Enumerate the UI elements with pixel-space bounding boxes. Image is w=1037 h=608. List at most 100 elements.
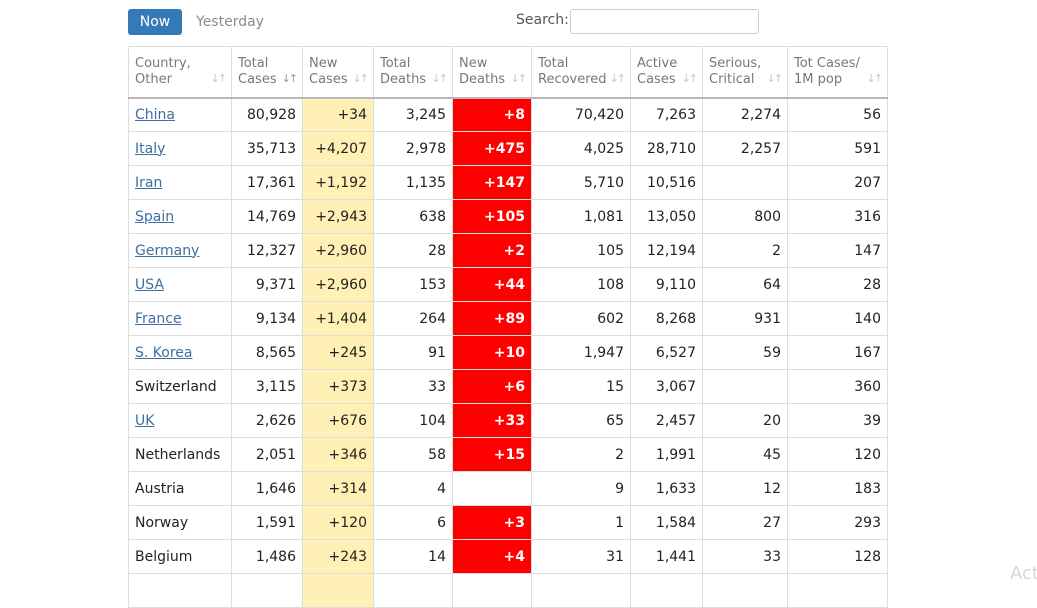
tab-yesterday[interactable]: Yesterday [196, 14, 264, 30]
new-cases-cell: +245 [302, 335, 374, 370]
sort-icon: ↓↑ [866, 71, 884, 85]
country-name: Austria [135, 480, 185, 497]
search-input[interactable] [570, 9, 759, 34]
new-deaths-cell: +475 [452, 131, 532, 166]
header-label: Other [135, 71, 172, 87]
serious-critical-cell: 12 [702, 471, 788, 506]
cases-per-million-cell: 120 [787, 437, 888, 472]
header-label: Total [538, 55, 569, 71]
active-cases-cell: 13,050 [630, 199, 703, 234]
serious-critical-cell: 2,274 [702, 97, 788, 132]
recovered-cell: 70,420 [531, 97, 631, 132]
table-row: Belgium 1,486 +243 14 +4 31 1,441 33 128 [128, 539, 888, 574]
table-row: France 9,134 +1,404 264 +89 602 8,268 931 140 [128, 301, 888, 336]
recovered-cell [531, 573, 631, 608]
country-cell: Netherlands [128, 437, 232, 472]
sort-desc-icon: ↓↑ [281, 71, 299, 85]
country-cell: Italy [128, 131, 232, 166]
country-link[interactable]: China [135, 106, 175, 123]
active-cases-cell: 7,263 [630, 97, 703, 132]
country-link[interactable]: France [135, 310, 182, 327]
recovered-cell: 15 [531, 369, 631, 404]
header-total-recovered[interactable]: Total Recovered ↓↑ [531, 46, 631, 99]
country-name: Netherlands [135, 446, 221, 463]
recovered-cell: 31 [531, 539, 631, 574]
country-link[interactable]: S. Korea [135, 344, 193, 361]
header-total-deaths[interactable]: Total Deaths ↓↑ [373, 46, 453, 99]
recovered-cell: 602 [531, 301, 631, 336]
serious-critical-cell [702, 573, 788, 608]
serious-critical-cell: 59 [702, 335, 788, 370]
header-label: Total [238, 55, 269, 71]
header-label: New [459, 55, 488, 71]
country-cell: Switzerland [128, 369, 232, 404]
total-deaths-cell: 638 [373, 199, 453, 234]
cases-per-million-cell: 56 [787, 97, 888, 132]
new-deaths-cell: +44 [452, 267, 532, 302]
country-link[interactable]: Spain [135, 208, 175, 225]
new-deaths-cell [452, 471, 532, 506]
active-cases-cell: 1,441 [630, 539, 703, 574]
country-link[interactable]: UK [135, 412, 155, 429]
total-cases-cell [231, 573, 303, 608]
cases-per-million-cell: 167 [787, 335, 888, 370]
cases-per-million-cell [787, 573, 888, 608]
header-label: Cases [637, 71, 676, 87]
new-deaths-cell: +3 [452, 505, 532, 540]
active-cases-cell: 1,584 [630, 505, 703, 540]
recovered-cell: 108 [531, 267, 631, 302]
active-cases-cell: 2,457 [630, 403, 703, 438]
country-cell: USA [128, 267, 232, 302]
country-cell: Iran [128, 165, 232, 200]
cases-per-million-cell: 140 [787, 301, 888, 336]
header-label: Deaths [459, 71, 506, 87]
serious-critical-cell: 64 [702, 267, 788, 302]
new-cases-cell: +1,404 [302, 301, 374, 336]
active-cases-cell: 1,633 [630, 471, 703, 506]
total-deaths-cell [373, 573, 453, 608]
header-country[interactable]: Country, Other ↓↑ [128, 46, 232, 99]
table-row: Spain 14,769 +2,943 638 +105 1,081 13,050 800 31… [128, 199, 888, 234]
new-cases-cell: +4,207 [302, 131, 374, 166]
header-active-cases[interactable]: Active Cases ↓↑ [630, 46, 703, 99]
country-cell: Spain [128, 199, 232, 234]
header-total-cases[interactable]: Total Cases ↓↑ [231, 46, 303, 99]
table-row: S. Korea 8,565 +245 91 +10 1,947 6,527 59 167 [128, 335, 888, 370]
header-serious-critical[interactable]: Serious, Critical ↓↑ [702, 46, 788, 99]
serious-critical-cell: 2,257 [702, 131, 788, 166]
new-cases-cell: +314 [302, 471, 374, 506]
table-row: Germany 12,327 +2,960 28 +2 105 12,194 2 147 [128, 233, 888, 268]
recovered-cell: 9 [531, 471, 631, 506]
new-cases-cell: +373 [302, 369, 374, 404]
cases-per-million-cell: 591 [787, 131, 888, 166]
tab-now[interactable]: Now [128, 9, 182, 35]
header-cases-per-million[interactable]: Tot Cases/1M pop ↓↑ [787, 46, 888, 99]
country-name: Norway [135, 514, 189, 531]
country-link[interactable]: Italy [135, 140, 166, 157]
recovered-cell: 1 [531, 505, 631, 540]
total-cases-cell: 8,565 [231, 335, 303, 370]
country-link[interactable]: Germany [135, 242, 200, 259]
new-cases-cell: +2,943 [302, 199, 374, 234]
total-deaths-cell: 3,245 [373, 97, 453, 132]
cases-per-million-cell: 147 [787, 233, 888, 268]
total-deaths-cell: 14 [373, 539, 453, 574]
sort-icon: ↓↑ [431, 71, 449, 85]
recovered-cell: 2 [531, 437, 631, 472]
country-link[interactable]: USA [135, 276, 164, 293]
header-new-cases[interactable]: New Cases ↓↑ [302, 46, 374, 99]
header-label: Active [637, 55, 678, 71]
sort-icon: ↓↑ [510, 71, 528, 85]
total-deaths-cell: 58 [373, 437, 453, 472]
sort-icon: ↓↑ [766, 71, 784, 85]
recovered-cell: 65 [531, 403, 631, 438]
table-row: Iran 17,361 +1,192 1,135 +147 5,710 10,516 207 [128, 165, 888, 200]
new-cases-cell: +676 [302, 403, 374, 438]
cases-per-million-cell: 183 [787, 471, 888, 506]
header-new-deaths[interactable]: New Deaths ↓↑ [452, 46, 532, 99]
total-deaths-cell: 6 [373, 505, 453, 540]
country-link[interactable]: Iran [135, 174, 163, 191]
cases-per-million-cell: 128 [787, 539, 888, 574]
sort-icon: ↓↑ [210, 71, 228, 85]
covid-table: Country, Other ↓↑ Total Cases ↓↑ New Cases ↓↑ … [128, 46, 888, 608]
